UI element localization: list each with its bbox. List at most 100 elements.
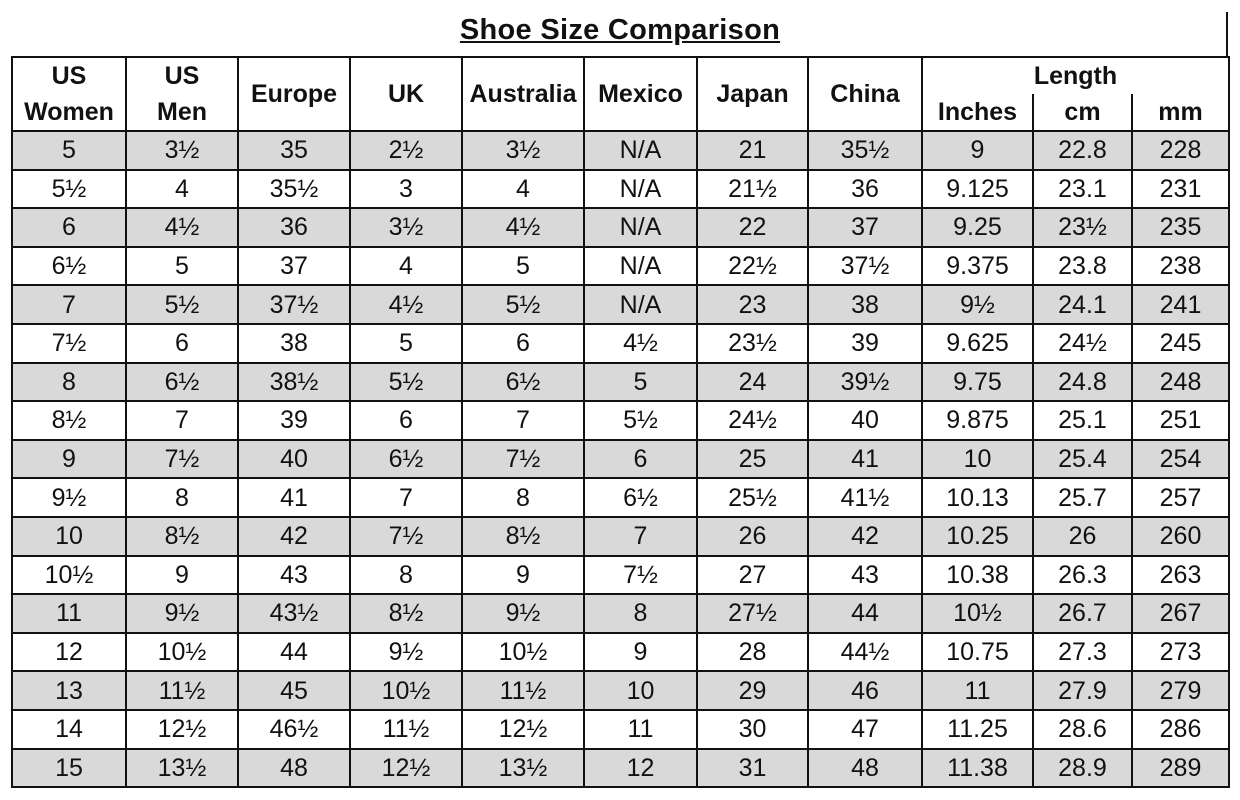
cell-us-women: 7½ <box>11 322 127 364</box>
cell-us-women: 6½ <box>11 245 127 287</box>
cell-us-men: 8½ <box>125 515 239 557</box>
cell-inches: 10.38 <box>921 554 1034 596</box>
cell-mexico: N/A <box>583 168 698 210</box>
cell-cm: 25.4 <box>1032 438 1133 480</box>
cell-mexico: 10 <box>583 670 698 711</box>
header-mexico: Mexico <box>583 56 698 132</box>
table-row: 14 12½ 46½ 11½ 12½ 11 30 47 11.25 28.6 286 <box>11 708 1231 750</box>
cell-europe: 36 <box>237 207 351 248</box>
cell-uk: 7 <box>349 477 463 518</box>
cell-australia: 11½ <box>461 670 585 711</box>
cell-australia: 3½ <box>461 130 585 171</box>
cell-us-men: 9 <box>125 554 239 596</box>
cell-china: 37½ <box>807 245 923 287</box>
cell-europe: 37 <box>237 245 351 287</box>
cell-uk: 4 <box>349 245 463 287</box>
cell-uk: 9½ <box>349 631 463 673</box>
cell-europe: 42 <box>237 515 351 557</box>
cell-mexico: 9 <box>583 631 698 673</box>
table-row: 8½ 7 39 6 7 5½ 24½ 40 9.875 25.1 251 <box>11 400 1231 441</box>
cell-europe: 40 <box>237 438 351 480</box>
cell-japan: 26 <box>696 515 809 557</box>
cell-china: 38 <box>807 284 923 325</box>
cell-us-men: 10½ <box>125 631 239 673</box>
cell-mm: 279 <box>1130 670 1231 711</box>
table-row: 7½ 6 38 5 6 4½ 23½ 39 9.625 24½ 245 <box>11 322 1231 364</box>
cell-china: 42 <box>807 515 923 557</box>
cell-europe: 43 <box>237 554 351 596</box>
cell-china: 40 <box>807 400 923 441</box>
cell-inches: 9.25 <box>921 207 1034 248</box>
cell-mm: 267 <box>1130 593 1231 634</box>
cell-inches: 11.38 <box>921 747 1034 789</box>
cell-cm: 24½ <box>1032 322 1133 364</box>
header-us-men: US Men <box>125 56 239 132</box>
cell-us-men: 11½ <box>125 670 239 711</box>
cell-us-women: 8½ <box>11 400 127 441</box>
cell-australia: 13½ <box>461 747 585 789</box>
page-title: Shoe Size Comparison <box>459 14 781 46</box>
cell-europe: 46½ <box>237 708 351 750</box>
cell-mexico: 8 <box>583 593 698 634</box>
table-row: 6 4½ 36 3½ 4½ N/A 22 37 9.25 23½ 235 <box>11 207 1231 248</box>
cell-cm: 26 <box>1032 515 1133 557</box>
cell-mexico: N/A <box>583 245 698 287</box>
cell-us-men: 4 <box>125 168 239 210</box>
cell-cm: 24.8 <box>1032 361 1133 403</box>
cell-us-women: 8 <box>11 361 127 403</box>
cell-mexico: 7 <box>583 515 698 557</box>
cell-australia: 4 <box>461 168 585 210</box>
cell-japan: 27½ <box>696 593 809 634</box>
cell-us-women: 5 <box>11 130 127 171</box>
cell-mm: 235 <box>1130 207 1231 248</box>
cell-cm: 25.1 <box>1032 400 1133 441</box>
cell-inches: 9.125 <box>921 168 1034 210</box>
cell-mm: 260 <box>1130 515 1231 557</box>
cell-us-women: 10 <box>11 515 127 557</box>
cell-us-men: 7½ <box>125 438 239 480</box>
cell-mm: 257 <box>1130 477 1231 518</box>
cell-uk: 8 <box>349 554 463 596</box>
cell-japan: 28 <box>696 631 809 673</box>
cell-cm: 24.1 <box>1032 284 1133 325</box>
cell-australia: 10½ <box>461 631 585 673</box>
cell-inches: 9 <box>921 130 1034 171</box>
cell-china: 39 <box>807 322 923 364</box>
cell-japan: 23 <box>696 284 809 325</box>
cell-mm: 289 <box>1130 747 1231 789</box>
table-row: 12 10½ 44 9½ 10½ 9 28 44½ 10.75 27.3 273 <box>11 631 1231 673</box>
cell-cm: 25.7 <box>1032 477 1133 518</box>
cell-europe: 44 <box>237 631 351 673</box>
shoe-size-table: US Women US Men Europe UK Australia Mexico… <box>11 56 1231 789</box>
table-row: 5 3½ 35 2½ 3½ N/A 21 35½ 9 22.8 228 <box>11 130 1231 171</box>
cell-japan: 22 <box>696 207 809 248</box>
table-row: 9 7½ 40 6½ 7½ 6 25 41 10 25.4 254 <box>11 438 1231 480</box>
cell-uk: 11½ <box>349 708 463 750</box>
cell-china: 37 <box>807 207 923 248</box>
cell-uk: 3 <box>349 168 463 210</box>
cell-inches: 11 <box>921 670 1034 711</box>
cell-us-women: 12 <box>11 631 127 673</box>
cell-australia: 5½ <box>461 284 585 325</box>
cell-australia: 5 <box>461 245 585 287</box>
cell-europe: 41 <box>237 477 351 518</box>
cell-mm: 263 <box>1130 554 1231 596</box>
cell-us-men: 5 <box>125 245 239 287</box>
cell-japan: 29 <box>696 670 809 711</box>
cell-uk: 10½ <box>349 670 463 711</box>
cell-inches: 10½ <box>921 593 1034 634</box>
cell-mexico: 11 <box>583 708 698 750</box>
cell-mexico: N/A <box>583 207 698 248</box>
cell-us-women: 6 <box>11 207 127 248</box>
cell-china: 36 <box>807 168 923 210</box>
cell-us-women: 5½ <box>11 168 127 210</box>
cell-europe: 38 <box>237 322 351 364</box>
cell-inches: 10.75 <box>921 631 1034 673</box>
table-row: 9½ 8 41 7 8 6½ 25½ 41½ 10.13 25.7 257 <box>11 477 1231 518</box>
cell-us-men: 8 <box>125 477 239 518</box>
cell-us-women: 10½ <box>11 554 127 596</box>
cell-us-women: 11 <box>11 593 127 634</box>
cell-mm: 231 <box>1130 168 1231 210</box>
cell-japan: 30 <box>696 708 809 750</box>
header-europe: Europe <box>237 56 351 132</box>
